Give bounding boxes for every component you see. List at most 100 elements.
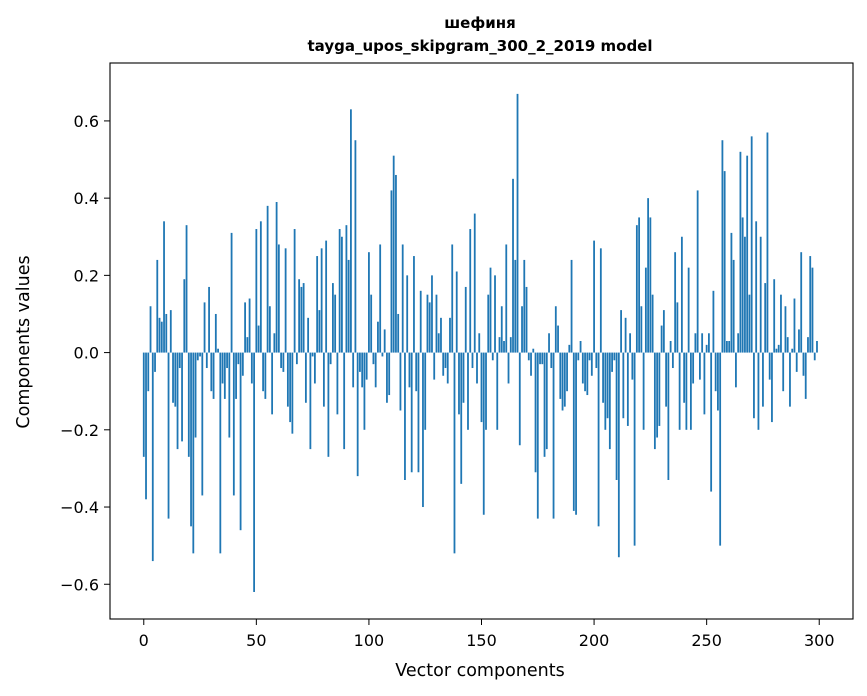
- bar-component-150: [480, 352, 483, 423]
- bar-component-163: [509, 337, 512, 353]
- y-tick-label-1: −0.4: [60, 498, 99, 517]
- bar-component-74: [309, 352, 312, 450]
- bar-component-34: [219, 352, 222, 554]
- bar-component-9: [163, 221, 165, 353]
- bar-component-212: [620, 310, 622, 353]
- bar-component-64: [286, 352, 289, 407]
- bar-component-294: [804, 352, 807, 399]
- bar-component-199: [590, 352, 593, 376]
- bar-component-96: [359, 352, 361, 372]
- bar-component-94: [354, 140, 357, 353]
- bar-component-166: [516, 93, 519, 353]
- bar-component-190: [570, 259, 573, 353]
- bar-component-22: [192, 352, 195, 554]
- bar-component-273: [757, 352, 760, 430]
- bar-component-120: [413, 256, 415, 353]
- bar-component-256: [719, 352, 722, 546]
- bar-component-43: [239, 352, 242, 531]
- bar-component-226: [651, 294, 654, 353]
- bar-component-161: [505, 244, 508, 353]
- bar-component-238: [678, 352, 681, 430]
- bar-component-210: [615, 352, 618, 480]
- bar-component-283: [780, 294, 782, 353]
- bar-component-291: [798, 329, 800, 353]
- bar-component-76: [313, 352, 316, 384]
- bar-component-278: [768, 352, 771, 380]
- y-tick-label-0: −0.6: [60, 575, 99, 594]
- bar-component-240: [683, 352, 686, 403]
- bar-component-32: [214, 313, 217, 353]
- bar-component-110: [390, 190, 393, 353]
- bar-component-54: [264, 352, 267, 399]
- bar-component-180: [548, 333, 550, 353]
- bar-component-271: [753, 352, 755, 419]
- bar-component-267: [744, 236, 746, 353]
- bar-component-51: [257, 325, 260, 353]
- bar-component-285: [784, 306, 787, 353]
- bar-component-197: [586, 352, 589, 396]
- bar-component-3: [149, 306, 152, 353]
- bar-component-1: [145, 352, 147, 500]
- bar-component-292: [800, 252, 803, 353]
- bar-component-259: [726, 341, 728, 353]
- bar-component-31: [212, 352, 215, 399]
- bar-component-137: [451, 244, 454, 353]
- bar-component-56: [268, 306, 271, 353]
- bar-component-45: [244, 302, 246, 353]
- chart-title: шефиня: [444, 14, 516, 32]
- bar-component-15: [176, 352, 179, 450]
- bar-component-132: [440, 317, 442, 353]
- bar-component-75: [311, 352, 314, 357]
- bar-component-66: [291, 352, 294, 434]
- bar-component-108: [386, 352, 388, 403]
- bar-component-275: [762, 352, 764, 407]
- bar-component-225: [649, 217, 652, 353]
- bar-component-272: [755, 221, 758, 353]
- bar-component-202: [597, 352, 600, 527]
- bar-component-221: [640, 306, 643, 353]
- bar-component-176: [539, 352, 541, 365]
- bar-component-26: [201, 352, 204, 496]
- bar-component-250: [705, 344, 708, 353]
- bar-component-67: [293, 229, 296, 353]
- bar-component-260: [728, 341, 731, 353]
- bar-component-37: [226, 352, 228, 369]
- bar-component-95: [356, 352, 359, 477]
- bar-component-289: [793, 298, 796, 353]
- bar-component-50: [255, 229, 258, 353]
- bar-component-248: [701, 333, 704, 353]
- bar-component-255: [717, 352, 719, 411]
- bar-component-182: [552, 352, 555, 519]
- bar-component-14: [174, 352, 177, 407]
- bar-component-253: [712, 290, 715, 353]
- bar-component-28: [205, 352, 208, 369]
- bar-component-48: [250, 352, 253, 384]
- bar-component-117: [406, 275, 409, 353]
- bar-component-169: [523, 259, 526, 353]
- bar-component-124: [422, 352, 424, 508]
- bar-component-295: [807, 337, 809, 353]
- bar-component-106: [381, 352, 384, 357]
- bar-component-262: [732, 259, 735, 353]
- bar-component-159: [500, 306, 503, 353]
- bar-component-165: [514, 259, 517, 353]
- bar-component-175: [536, 352, 539, 519]
- bar-component-184: [557, 325, 559, 353]
- y-tick-label-2: −0.2: [60, 421, 99, 440]
- bar-component-142: [462, 352, 465, 403]
- bar-component-214: [624, 317, 627, 353]
- bar-component-177: [541, 352, 544, 365]
- bar-component-269: [748, 294, 751, 353]
- x-tick-label-250: 250: [691, 631, 722, 650]
- chart-subtitle: tayga_upos_skipgram_300_2_2019 model: [308, 37, 653, 55]
- bar-component-129: [433, 352, 436, 380]
- bar-component-81: [325, 240, 328, 353]
- bar-component-201: [595, 352, 598, 369]
- bar-component-38: [228, 352, 231, 438]
- bar-component-241: [685, 352, 688, 430]
- bar-component-125: [424, 352, 427, 430]
- bar-component-204: [602, 352, 604, 403]
- bar-component-284: [782, 352, 785, 392]
